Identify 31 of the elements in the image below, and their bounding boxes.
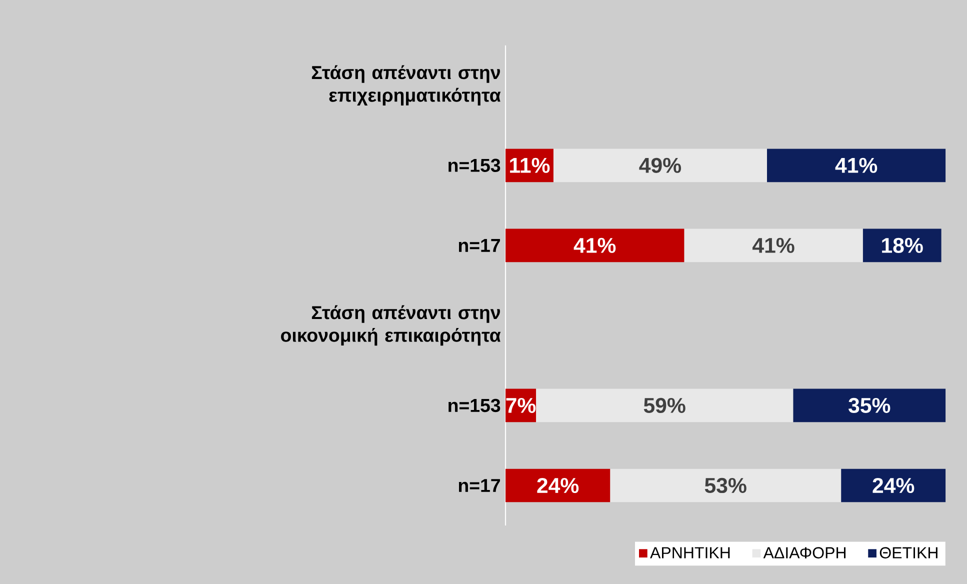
data-label: 41% [835, 158, 878, 173]
data-label: 24% [537, 478, 579, 493]
legend-label: ΘΕΤΙΚΗ [880, 547, 938, 558]
bar [610, 468, 842, 502]
data-label: 18% [882, 238, 923, 253]
data-label: 7% [506, 398, 536, 413]
bar [506, 468, 610, 502]
data-label: 41% [752, 238, 794, 253]
data-label: 11% [510, 158, 550, 173]
data-label: 53% [704, 478, 746, 493]
bar [793, 388, 946, 422]
bar [766, 148, 946, 182]
bar [553, 148, 767, 182]
legend-label: ΑΡΝΗΤΙΚΗ [650, 547, 730, 558]
y-tick-label: n=153 [448, 158, 500, 172]
data-label: 41% [574, 238, 616, 253]
y-tick-label: n=17 [458, 478, 500, 492]
bar [684, 228, 863, 262]
data-label: 59% [644, 398, 686, 413]
y-tick-label: n=17 [458, 238, 500, 252]
bar [536, 388, 794, 422]
bar [862, 228, 942, 262]
bar [506, 228, 684, 262]
data-label: 49% [639, 158, 682, 173]
data-label: 35% [848, 398, 890, 413]
y-tick-label: Στάση απέναντι στην οικονομική επικαιρότητα [281, 305, 501, 346]
legend-label: ΑΔΙΑΦΟΡΗ [763, 547, 846, 558]
bar [841, 468, 946, 502]
y-tick-label: n=153 [448, 398, 500, 412]
data-label: 24% [872, 478, 914, 493]
y-tick-label: Στάση απέναντι στην επιχειρηματικότητα [312, 65, 501, 106]
